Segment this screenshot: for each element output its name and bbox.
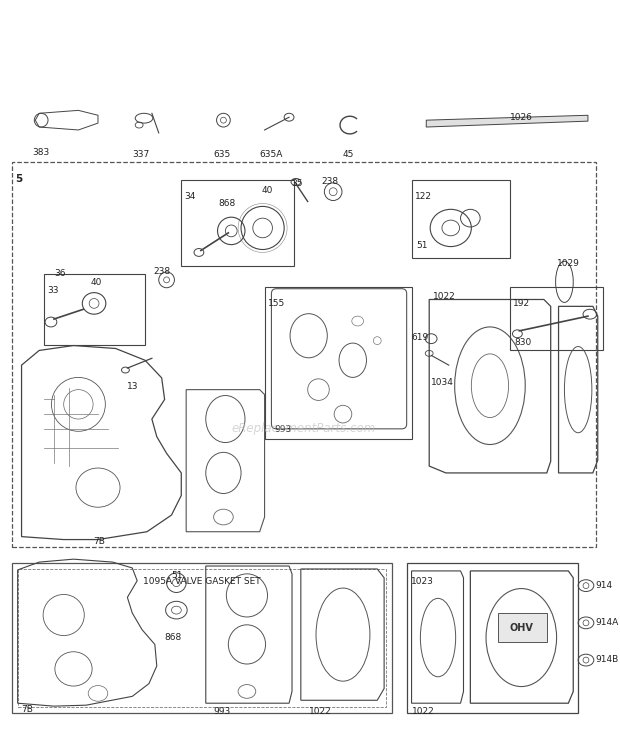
Text: 993: 993	[214, 707, 231, 716]
Text: 868: 868	[218, 199, 236, 208]
Text: 7B: 7B	[93, 536, 105, 545]
Text: 5: 5	[16, 174, 23, 184]
Text: 914: 914	[596, 581, 613, 590]
Text: 7B: 7B	[22, 705, 33, 714]
Polygon shape	[427, 115, 588, 127]
Text: 33: 33	[47, 286, 58, 295]
Text: 238: 238	[321, 177, 339, 186]
Text: 1022: 1022	[309, 707, 332, 716]
Text: 337: 337	[132, 150, 149, 158]
Text: 1095A VALVE GASKET SET: 1095A VALVE GASKET SET	[143, 577, 260, 586]
Text: 830: 830	[515, 338, 532, 347]
Text: 635: 635	[214, 150, 231, 158]
Text: 36: 36	[54, 269, 65, 278]
Text: 383: 383	[32, 147, 50, 156]
Text: 1026: 1026	[510, 113, 533, 122]
Text: 34: 34	[184, 192, 195, 201]
Text: OHV: OHV	[510, 623, 533, 633]
Text: 1034: 1034	[431, 378, 454, 387]
Text: 868: 868	[165, 632, 182, 641]
Text: 635A: 635A	[260, 150, 283, 158]
Text: 13: 13	[127, 382, 139, 391]
Text: 238: 238	[154, 267, 171, 276]
Text: 914B: 914B	[596, 655, 619, 664]
Text: eReplacementParts.com: eReplacementParts.com	[232, 423, 376, 435]
Text: 51: 51	[417, 241, 428, 250]
Polygon shape	[498, 613, 547, 643]
Text: 619: 619	[412, 333, 429, 341]
Text: 122: 122	[415, 192, 432, 201]
Text: 40: 40	[262, 186, 273, 195]
Text: 993: 993	[275, 425, 291, 434]
Text: 35: 35	[291, 179, 303, 188]
Text: 192: 192	[513, 298, 529, 307]
Text: 1022: 1022	[412, 707, 434, 716]
Text: 155: 155	[267, 298, 285, 307]
Text: 1022: 1022	[433, 292, 456, 301]
Text: 40: 40	[90, 278, 102, 287]
Text: 914A: 914A	[596, 618, 619, 627]
Text: 1023: 1023	[410, 577, 433, 586]
Text: 1029: 1029	[557, 260, 580, 269]
Text: 45: 45	[343, 150, 355, 158]
Text: 51: 51	[172, 571, 183, 580]
